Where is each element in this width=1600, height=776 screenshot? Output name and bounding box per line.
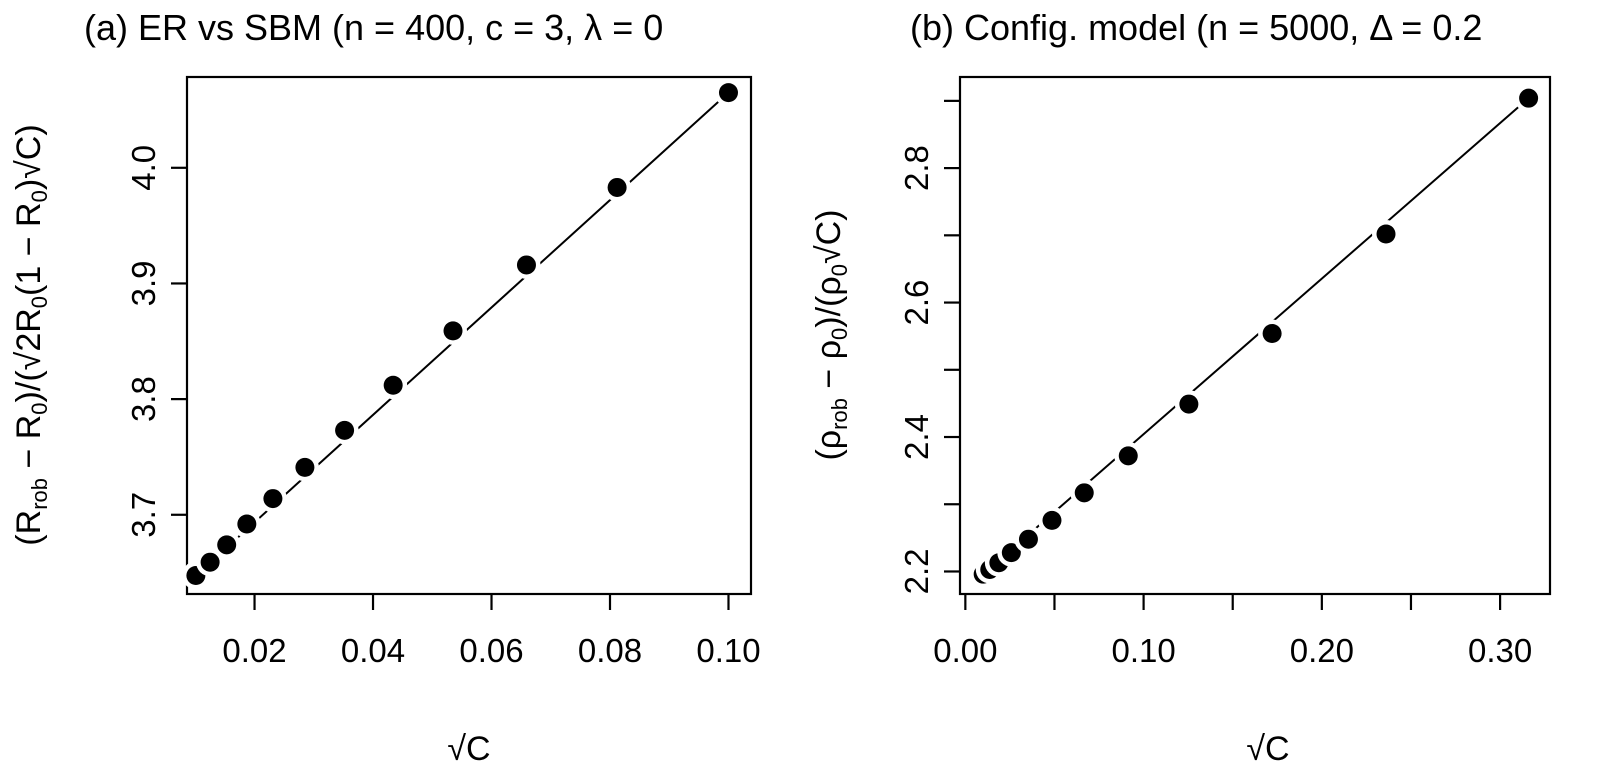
panel-a-ticks: 0.02 0.04 0.06 0.08 0.10 3.7 3.8 3.9 4.0 <box>125 145 761 669</box>
b-data-point <box>1018 529 1038 549</box>
a-ylab-part: )/(√2R <box>10 308 48 402</box>
panel-b-points <box>969 84 1543 589</box>
panel-b-fit-line <box>982 97 1530 575</box>
b-y-tick-label: 2.6 <box>898 280 935 326</box>
b-ylab-part: )/(ρ <box>810 276 848 327</box>
b-ylab-sub: rob <box>827 398 852 430</box>
panel-b-ticks: 0.00 0.10 0.20 0.30 2.2 2.4 2.6 2.8 <box>898 99 1532 669</box>
b-x-tick-label: 0.10 <box>1111 632 1175 669</box>
b-data-point <box>1074 483 1094 503</box>
panel-a: (a) ER vs SBM (n = 400, c = 3, λ = 0 0.0… <box>10 7 761 768</box>
b-fit-line-segment <box>982 97 1530 575</box>
panel-b: (b) Config. model (n = 5000, Δ = 0.2 0.0… <box>810 7 1552 768</box>
b-ylab-part: √C) <box>810 209 848 264</box>
a-ylab-sub: 0 <box>27 190 52 202</box>
a-data-point <box>718 83 738 103</box>
b-data-point <box>1519 88 1539 108</box>
b-x-tick-label: 0.30 <box>1468 632 1532 669</box>
panel-a-title: (a) ER vs SBM (n = 400, c = 3, λ = 0 <box>84 7 663 48</box>
panel-a-y-axis-label: (Rrob − R0)/(√2R0(1 − R0)√C) <box>10 124 52 545</box>
panel-b-title: (b) Config. model (n = 5000, Δ = 0.2 <box>910 7 1482 48</box>
a-data-point <box>516 255 536 275</box>
a-data-point <box>443 321 463 341</box>
a-ylab-sub: 0 <box>27 296 52 308</box>
b-data-point <box>1118 446 1138 466</box>
a-data-point <box>607 177 627 197</box>
b-ylab-part: − ρ <box>810 340 848 398</box>
panel-b-plot-box <box>958 75 1552 596</box>
a-ylab-part: (1 − R <box>10 202 48 296</box>
b-y-tick-label: 2.2 <box>898 549 935 595</box>
a-x-tick-label: 0.02 <box>222 632 286 669</box>
a-ylab-part: − R <box>10 415 48 478</box>
b-x-tick-label: 0.20 <box>1290 632 1354 669</box>
a-data-point <box>263 489 283 509</box>
panel-a-plot-box <box>185 75 753 596</box>
a-ylab-part: )√C) <box>10 124 48 190</box>
a-y-tick-label: 3.9 <box>125 261 162 307</box>
panel-b-x-axis-label: √C <box>1246 730 1289 768</box>
a-y-tick-label: 3.7 <box>125 492 162 538</box>
a-x-tick-label: 0.08 <box>578 632 642 669</box>
a-data-point <box>217 535 237 555</box>
panel-a-x-axis-label: √C <box>447 730 490 768</box>
b-ylab-part: (ρ <box>810 430 848 461</box>
b-data-point <box>1001 543 1021 563</box>
a-x-tick-label: 0.06 <box>459 632 523 669</box>
a-ylab-sub: 0 <box>27 402 52 414</box>
a-y-tick-label: 4.0 <box>125 145 162 191</box>
a-ylab-sub: rob <box>27 478 52 510</box>
a-x-tick-label: 0.04 <box>341 632 405 669</box>
b-data-point <box>1262 323 1282 343</box>
a-data-point <box>335 420 355 440</box>
b-data-point <box>1376 224 1396 244</box>
a-x-tick-label: 0.10 <box>696 632 760 669</box>
b-ylab-sub: 0 <box>827 328 852 340</box>
b-y-tick-label: 2.8 <box>898 145 935 191</box>
b-x-tick-label: 0.00 <box>933 632 997 669</box>
a-y-tick-label: 3.8 <box>125 376 162 422</box>
b-data-point <box>1179 394 1199 414</box>
a-data-point <box>295 457 315 477</box>
a-ylab-part: (R <box>10 510 48 546</box>
b-y-tick-label: 2.4 <box>898 414 935 460</box>
panel-b-y-axis-label: (ρrob − ρ0)/(ρ0√C) <box>810 209 852 460</box>
a-data-point <box>200 552 220 572</box>
panel-a-points <box>181 78 743 590</box>
a-data-point <box>383 375 403 395</box>
b-data-point <box>1042 510 1062 530</box>
b-ylab-sub: 0 <box>827 264 852 276</box>
a-data-point <box>237 514 257 534</box>
